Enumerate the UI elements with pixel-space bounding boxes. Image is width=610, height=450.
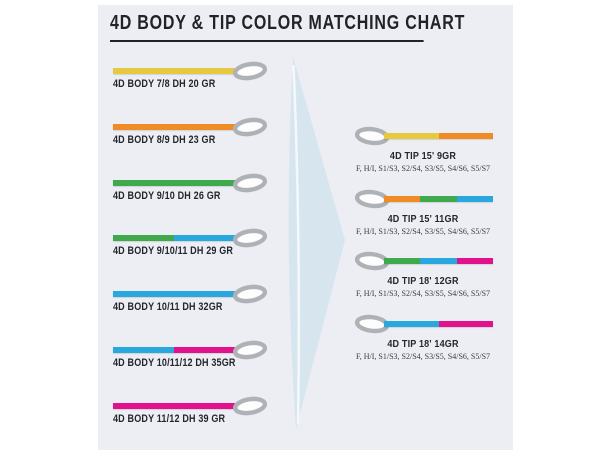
welded-loop-icon <box>232 173 268 193</box>
body-label: 4D BODY 7/8 DH 20 GR <box>113 78 216 90</box>
body-label: 4D BODY 10/11/12 DH 35GR <box>113 357 236 369</box>
welded-loop-icon <box>232 396 268 416</box>
segment-blue <box>384 321 439 327</box>
body-line-bar <box>113 403 235 409</box>
segment-yellow <box>113 68 235 74</box>
body-line-bar <box>113 180 235 186</box>
tip-sink-rates: F, H/I, S1/S3, S2/S4, S3/S5, S4/S6, S5/S… <box>355 227 491 236</box>
welded-loop-icon <box>232 61 268 81</box>
segment-magenta <box>174 347 235 353</box>
body-line-bar <box>113 124 235 130</box>
segment-blue <box>113 347 174 353</box>
body-line-bar <box>113 235 235 241</box>
segment-orange <box>113 124 235 130</box>
segment-magenta <box>113 403 235 409</box>
welded-loop-icon <box>232 340 268 360</box>
segment-green <box>420 196 457 202</box>
tip-label: 4D TIP 18' 12GR <box>387 275 459 287</box>
tip-line-bar <box>384 196 493 202</box>
tip-line-bar <box>384 258 493 264</box>
tip-label: 4D TIP 15' 9GR <box>389 150 457 162</box>
body-line-bar <box>113 347 235 353</box>
body-label: 4D BODY 10/11 DH 32GR <box>113 301 223 313</box>
welded-loop-icon <box>232 228 268 248</box>
tip-sink-rates: F, H/I, S1/S3, S2/S4, S3/S5, S4/S6, S5/S… <box>355 289 491 298</box>
tip-label: 4D TIP 15' 11GR <box>387 213 459 225</box>
segment-magenta <box>456 258 493 264</box>
tip-line-bar <box>384 133 493 139</box>
tip-sink-rates: F, H/I, S1/S3, S2/S4, S3/S5, S4/S6, S5/S… <box>355 352 491 361</box>
body-label: 4D BODY 9/10 DH 26 GR <box>113 190 221 202</box>
segment-yellow <box>384 133 439 139</box>
segment-blue <box>174 235 235 241</box>
segment-blue <box>113 291 235 297</box>
segment-green <box>113 235 174 241</box>
segment-blue <box>456 196 493 202</box>
tip-sink-rates: F, H/I, S1/S3, S2/S4, S3/S5, S4/S6, S5/S… <box>355 164 491 173</box>
welded-loop-icon <box>232 117 268 137</box>
chart-title: 4D BODY & TIP COLOR MATCHING CHART <box>110 12 464 42</box>
segment-blue <box>420 258 457 264</box>
segment-green <box>384 258 421 264</box>
segment-orange <box>384 196 421 202</box>
body-label: 4D BODY 8/9 DH 23 GR <box>113 134 216 146</box>
segment-magenta <box>438 321 493 327</box>
body-line-bar <box>113 291 235 297</box>
welded-loop-icon <box>232 284 268 304</box>
body-line-bar <box>113 68 235 74</box>
segment-green <box>113 180 235 186</box>
body-label: 4D BODY 11/12 DH 39 GR <box>113 413 226 425</box>
tip-label: 4D TIP 18' 14GR <box>387 338 459 350</box>
tip-line-bar <box>384 321 493 327</box>
segment-orange <box>438 133 493 139</box>
body-label: 4D BODY 9/10/11 DH 29 GR <box>113 245 234 257</box>
